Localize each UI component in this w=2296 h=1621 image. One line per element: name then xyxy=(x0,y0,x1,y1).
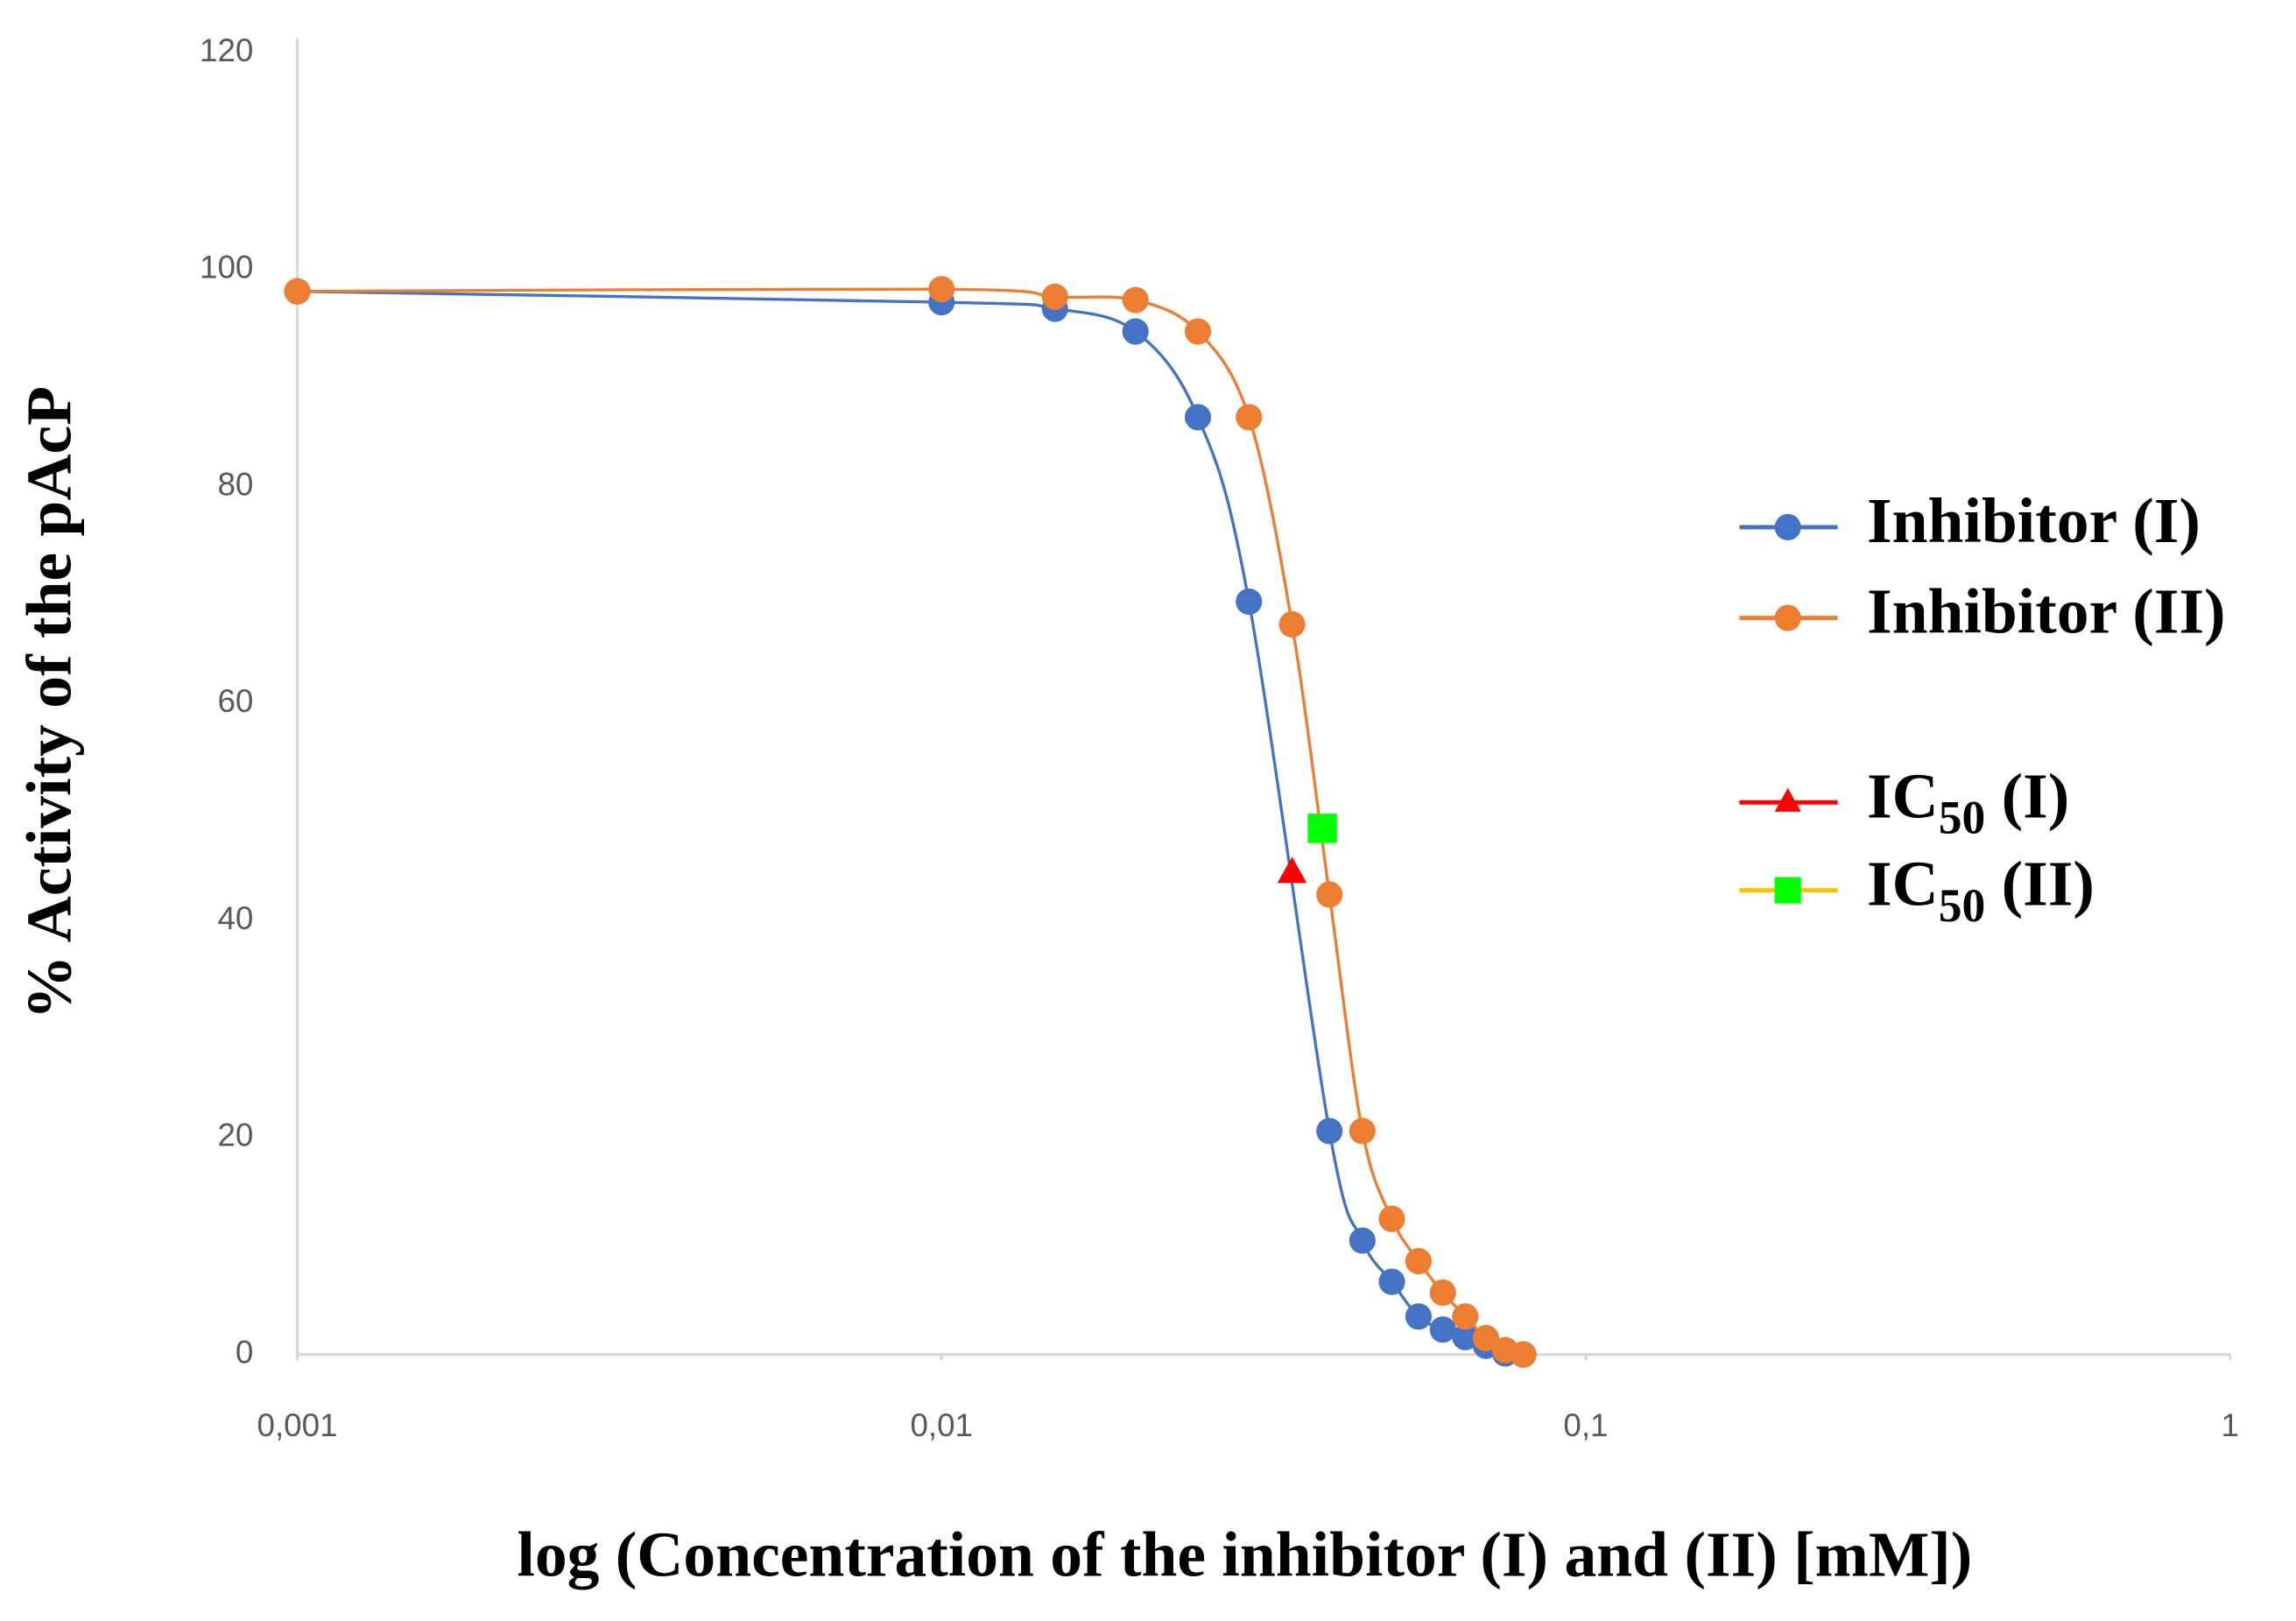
data-point xyxy=(1378,1268,1405,1295)
x-tick-label: 0,1 xyxy=(1563,1407,1608,1443)
data-point xyxy=(1236,588,1263,616)
y-tick-label: 0 xyxy=(236,1334,253,1370)
data-point xyxy=(1452,1323,1479,1350)
data-point xyxy=(928,276,955,303)
data-point xyxy=(1452,1303,1479,1330)
data-point xyxy=(1122,286,1149,314)
legend-marker xyxy=(1774,604,1801,631)
y-tick-label: 120 xyxy=(200,32,253,68)
data-point xyxy=(1510,1341,1537,1368)
data-point xyxy=(1122,318,1149,345)
data-point xyxy=(1349,1227,1376,1254)
legend-label: IC50 (I) xyxy=(1867,759,2069,844)
series-line xyxy=(297,287,1525,1357)
legend-marker xyxy=(1774,513,1801,540)
series-line xyxy=(297,290,1524,1357)
y-tick-label: 80 xyxy=(217,466,253,502)
legend-label: Inhibitor (II) xyxy=(1867,575,2225,647)
x-tick-label: 1 xyxy=(2221,1407,2238,1443)
y-tick-label: 60 xyxy=(217,683,253,719)
legend-label: Inhibitor (I) xyxy=(1867,484,2201,556)
data-point xyxy=(1405,1303,1432,1330)
data-point xyxy=(1405,1248,1432,1275)
data-point xyxy=(284,278,311,305)
data-point xyxy=(1236,404,1263,431)
data-point xyxy=(1316,1117,1343,1145)
x-axis-title: log (Concentration of the inhibitor (I) … xyxy=(517,1518,1972,1589)
data-point xyxy=(1316,881,1343,908)
y-tick-label: 100 xyxy=(200,250,253,285)
data-point xyxy=(1307,814,1337,843)
data-point xyxy=(1429,1316,1456,1343)
legend-marker xyxy=(1774,787,1801,812)
legend-marker xyxy=(1774,877,1801,904)
data-point xyxy=(1472,1325,1500,1352)
data-point xyxy=(1041,283,1068,310)
data-point xyxy=(1277,856,1307,884)
data-point xyxy=(1184,404,1212,431)
data-point xyxy=(1378,1205,1405,1232)
data-point xyxy=(1349,1117,1376,1145)
data-point xyxy=(1184,318,1212,345)
data-point xyxy=(1278,610,1306,638)
y-tick-label: 40 xyxy=(217,900,253,936)
data-point xyxy=(1429,1279,1456,1307)
x-tick-label: 0,001 xyxy=(257,1407,338,1443)
x-tick-label: 0,01 xyxy=(910,1407,973,1443)
y-axis-title: % Activity of the pAcP xyxy=(13,386,85,1019)
legend-label: IC50 (II) xyxy=(1867,848,2095,933)
y-tick-label: 20 xyxy=(217,1117,253,1153)
